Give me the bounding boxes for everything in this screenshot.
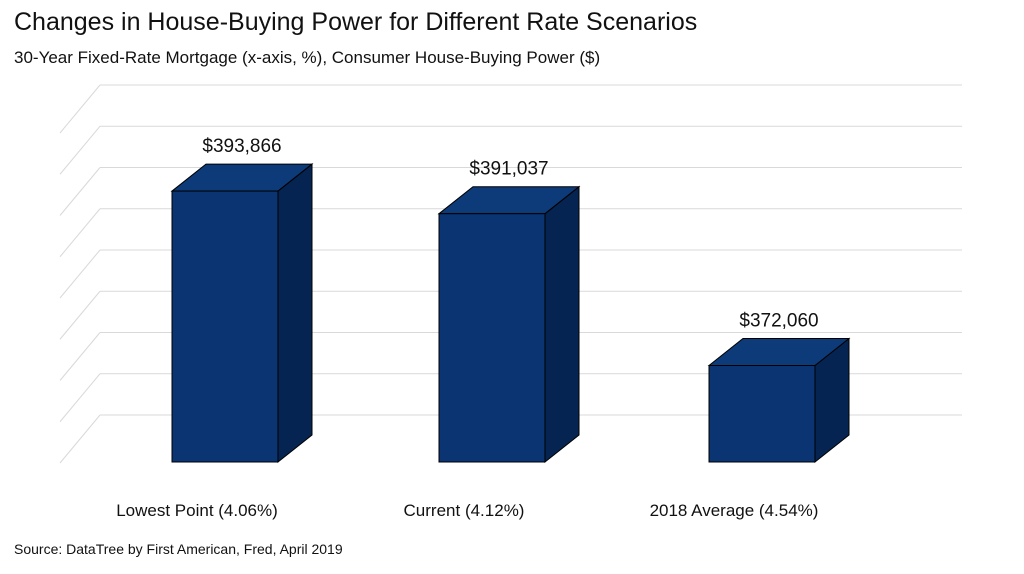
- bar-side: [544, 185, 580, 464]
- data-label: $391,037: [469, 159, 548, 180]
- gridline-diagonal: [59, 249, 101, 299]
- bars: [170, 163, 851, 464]
- chart-title: Changes in House-Buying Power for Differ…: [14, 8, 698, 36]
- gridline-diagonal: [59, 125, 101, 175]
- gridline-diagonal: [59, 373, 101, 423]
- data-label: $372,060: [739, 311, 818, 332]
- gridline-diagonal: [59, 84, 101, 134]
- labels: $393,866 Lowest Point (4.06%) $391,037 Curr…: [116, 136, 818, 520]
- bar: [708, 365, 816, 463]
- gridline-diagonal: [59, 290, 101, 340]
- chart-subtitle: 30-Year Fixed-Rate Mortgage (x-axis, %),…: [14, 48, 601, 67]
- gridline-diagonal: [59, 167, 101, 216]
- x-tick-label: Lowest Point (4.06%): [116, 501, 278, 520]
- x-tick-label: Current (4.12%): [404, 501, 525, 520]
- bar: [438, 213, 546, 463]
- gridline-diagonal: [59, 208, 101, 258]
- x-tick-label: 2018 Average (4.54%): [650, 501, 819, 520]
- data-label: $393,866: [202, 136, 281, 157]
- gridline-diagonal: [59, 414, 101, 464]
- bar-side: [277, 163, 313, 464]
- gridline-diagonal: [59, 332, 101, 381]
- bar: [171, 190, 279, 463]
- source-note: Source: DataTree by First American, Fred…: [14, 541, 343, 557]
